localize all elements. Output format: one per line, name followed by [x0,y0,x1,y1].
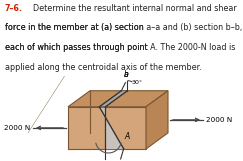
Text: b: b [124,70,129,79]
Polygon shape [99,107,124,149]
Text: 7–6.: 7–6. [5,4,23,13]
Text: force in the member at (a) section: force in the member at (a) section [5,24,146,33]
Text: A: A [125,132,130,141]
Text: applied along the centroidal axis of the member.: applied along the centroidal axis of the… [5,63,202,72]
Polygon shape [68,91,168,107]
Text: 30°: 30° [131,80,142,85]
Text: each of which passes through point A. The 2000-N load is: each of which passes through point A. Th… [5,43,235,52]
Text: Determine the resultant internal normal and shear: Determine the resultant internal normal … [28,4,237,13]
Text: each of which passes through point: each of which passes through point [5,43,150,52]
Polygon shape [99,91,127,107]
Polygon shape [68,107,146,149]
Text: a: a [124,70,129,79]
Text: force in the member at (a) section a–a and (b) section b–b,: force in the member at (a) section a–a a… [5,24,242,33]
Polygon shape [146,91,168,149]
Text: 2000 N: 2000 N [206,117,232,123]
Text: 2000 N: 2000 N [4,125,30,131]
